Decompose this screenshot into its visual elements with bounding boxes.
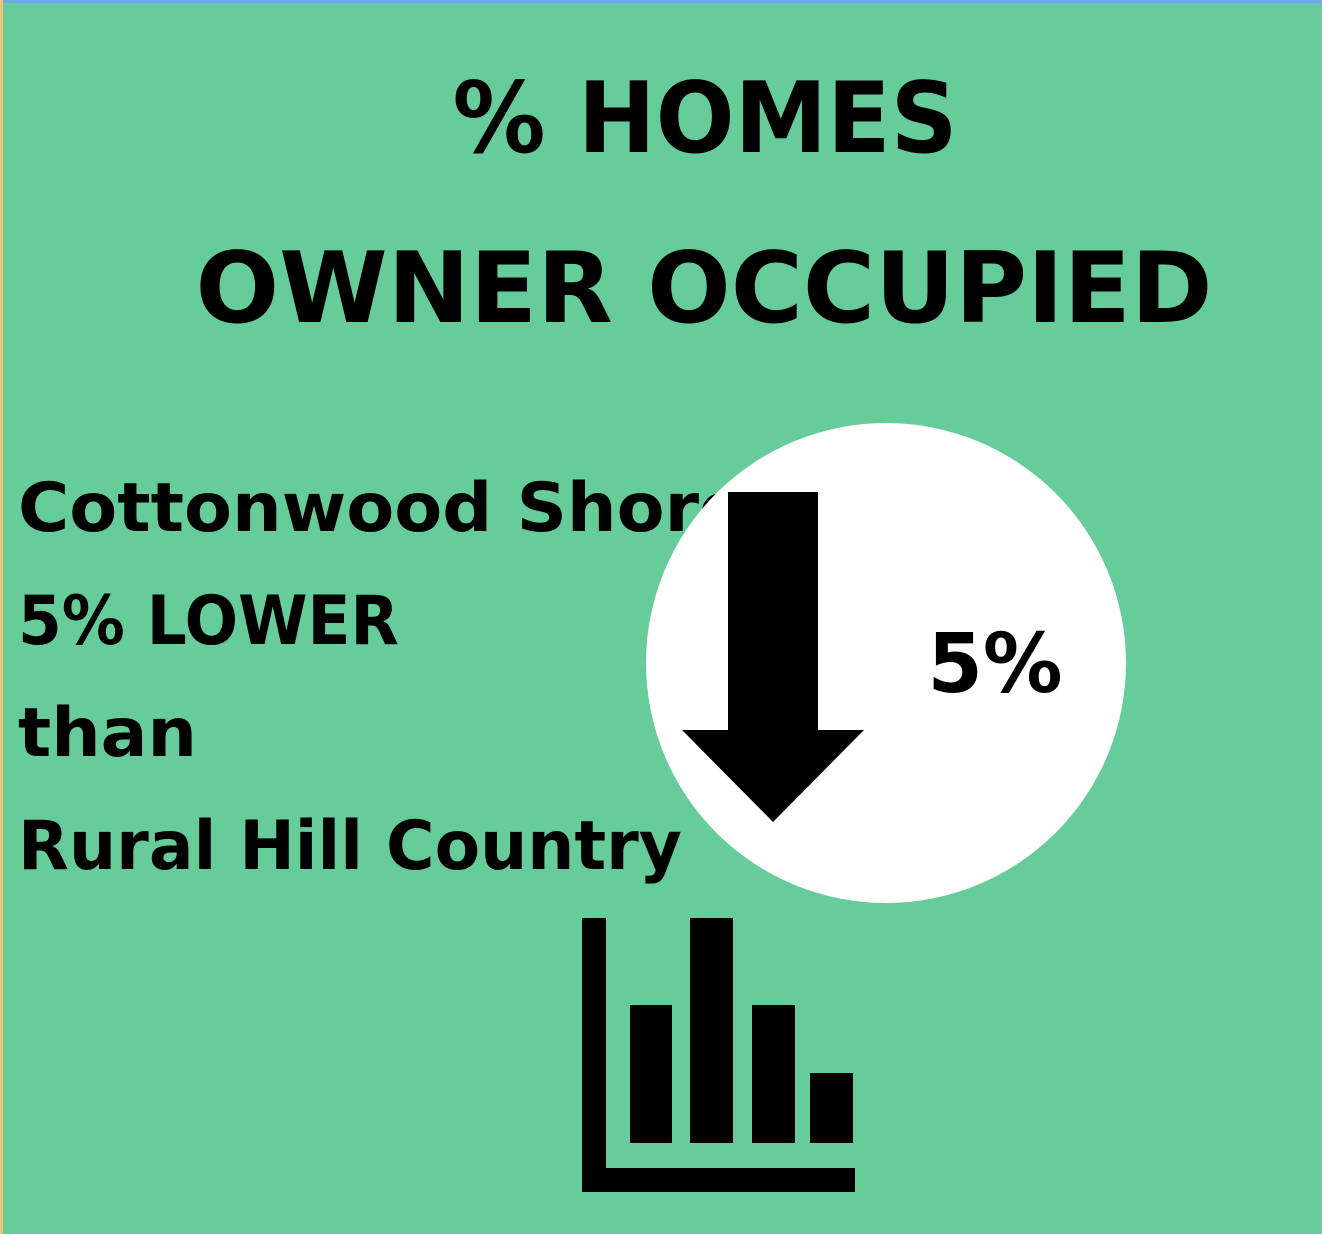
down-arrow <box>682 492 864 822</box>
icon-axis <box>582 1168 855 1192</box>
left-border <box>0 0 3 1234</box>
top-border <box>0 0 1322 3</box>
icon-bar <box>690 918 733 1143</box>
body-line: than <box>18 694 197 773</box>
body-line: 5% LOWER <box>18 582 399 661</box>
icon-bar <box>630 1005 672 1143</box>
body-line: Cottonwood Shores <box>18 469 788 548</box>
body-line: Rural Hill Country <box>18 807 682 886</box>
icon-bar <box>752 1005 795 1143</box>
icon-bar <box>810 1073 853 1143</box>
badge-label: 5% <box>928 617 1063 712</box>
title-line: OWNER OCCUPIED <box>196 232 1213 346</box>
title-line: % HOMES <box>453 62 958 176</box>
bar-chart-icon <box>582 918 855 1192</box>
icon-axis <box>582 918 606 1192</box>
